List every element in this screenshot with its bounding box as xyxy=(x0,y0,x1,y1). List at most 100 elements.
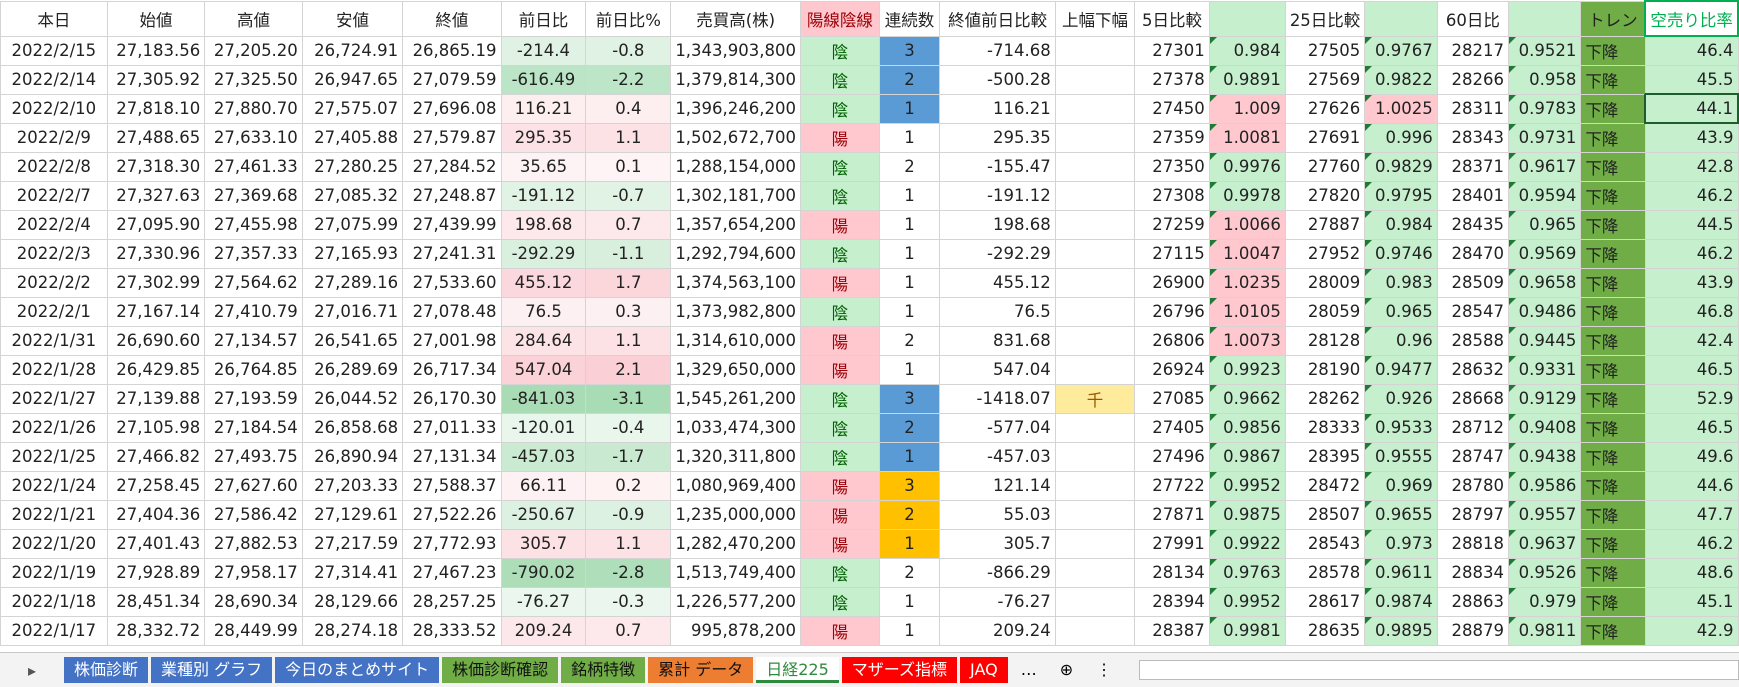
cell[interactable]: 198.68 xyxy=(939,209,1056,240)
cell[interactable]: 陽 xyxy=(800,209,880,240)
cell[interactable]: 27,318.30 xyxy=(106,151,206,182)
cell[interactable]: -250.67 xyxy=(500,499,587,530)
cell[interactable]: 66.11 xyxy=(500,470,587,501)
cell[interactable]: -0.7 xyxy=(585,180,672,211)
cell[interactable]: 121.14 xyxy=(939,470,1056,501)
sheet-tab[interactable]: 累計 データ xyxy=(648,657,754,683)
cell[interactable]: 26,541.65 xyxy=(301,325,404,356)
cell[interactable]: 1.1 xyxy=(585,528,672,559)
cell[interactable] xyxy=(1054,267,1136,298)
cell[interactable]: 27,258.45 xyxy=(106,470,206,501)
cell[interactable]: 2022/1/31 xyxy=(0,325,108,356)
cell[interactable]: 2022/2/14 xyxy=(0,64,108,95)
cell[interactable]: 27450 xyxy=(1134,93,1210,124)
column-header[interactable]: トレン xyxy=(1580,0,1646,37)
cell[interactable]: -866.29 xyxy=(939,557,1056,588)
cell[interactable]: 43.9 xyxy=(1644,267,1739,298)
cell[interactable]: 下降 xyxy=(1580,93,1646,124)
cell[interactable]: 下降 xyxy=(1580,35,1646,66)
cell[interactable]: -0.8 xyxy=(585,35,672,66)
cell[interactable]: 0.9811 xyxy=(1507,615,1582,646)
cell[interactable]: 2022/1/25 xyxy=(0,441,108,472)
cell[interactable]: 0.3 xyxy=(585,296,672,327)
column-header[interactable]: 終値前日比較 xyxy=(939,0,1056,37)
cell[interactable]: 1,314,610,000 xyxy=(670,325,802,356)
cell[interactable]: 0.9521 xyxy=(1507,35,1582,66)
cell[interactable]: 27,241.31 xyxy=(402,238,502,269)
cell[interactable]: 28747 xyxy=(1436,441,1509,472)
cell[interactable]: 1,545,261,200 xyxy=(670,383,802,414)
cell[interactable]: 0.9569 xyxy=(1507,238,1582,269)
cell[interactable]: 27405 xyxy=(1134,412,1210,443)
cell[interactable]: -841.03 xyxy=(500,383,587,414)
cell[interactable] xyxy=(1054,35,1136,66)
cell[interactable]: 0.4 xyxy=(585,93,672,124)
cell[interactable]: 27,880.70 xyxy=(204,93,303,124)
cell[interactable]: 27,280.25 xyxy=(301,151,404,182)
cell[interactable]: 27,183.56 xyxy=(106,35,206,66)
cell[interactable]: 27,467.23 xyxy=(402,557,502,588)
cell[interactable]: 27,357.33 xyxy=(204,238,303,269)
cell[interactable]: 1,379,814,300 xyxy=(670,64,802,95)
cell[interactable]: 0.9978 xyxy=(1208,180,1286,211)
cell[interactable]: 28395 xyxy=(1284,441,1366,472)
cell[interactable]: 2022/2/9 xyxy=(0,122,108,153)
cell[interactable]: 陰 xyxy=(800,180,880,211)
column-header[interactable]: 5日比較 xyxy=(1134,0,1210,37)
cell[interactable]: 0.9783 xyxy=(1507,93,1582,124)
cell[interactable]: 26806 xyxy=(1134,325,1210,356)
column-header[interactable]: 本日 xyxy=(0,0,108,37)
cell[interactable]: 下降 xyxy=(1580,615,1646,646)
cell[interactable]: 27,772.93 xyxy=(402,528,502,559)
cell[interactable]: 76.5 xyxy=(500,296,587,327)
cell[interactable]: 2 xyxy=(878,499,941,530)
cell[interactable]: 28509 xyxy=(1436,267,1509,298)
cell[interactable]: 28547 xyxy=(1436,296,1509,327)
cell[interactable]: 26,724.91 xyxy=(301,35,404,66)
cell[interactable]: 0.979 xyxy=(1507,586,1582,617)
cell[interactable]: 0.9555 xyxy=(1364,441,1438,472)
cell[interactable]: 28879 xyxy=(1436,615,1509,646)
cell[interactable]: -191.12 xyxy=(500,180,587,211)
cell[interactable]: 27115 xyxy=(1134,238,1210,269)
cell[interactable]: 295.35 xyxy=(939,122,1056,153)
cell[interactable]: 2022/2/8 xyxy=(0,151,108,182)
cell[interactable]: 28507 xyxy=(1284,499,1366,530)
cell[interactable]: 26,044.52 xyxy=(301,383,404,414)
cell[interactable]: 28,690.34 xyxy=(204,586,303,617)
cell[interactable]: 2 xyxy=(878,151,941,182)
cell[interactable]: 2022/2/7 xyxy=(0,180,108,211)
column-header[interactable]: 25日比較 xyxy=(1284,0,1366,37)
cell[interactable]: 1,302,181,700 xyxy=(670,180,802,211)
cell[interactable]: 1.0073 xyxy=(1208,325,1286,356)
add-sheet-button[interactable]: ⊕ xyxy=(1059,660,1074,679)
cell[interactable]: 2022/1/20 xyxy=(0,528,108,559)
cell[interactable]: 28387 xyxy=(1134,615,1210,646)
cell[interactable]: 28343 xyxy=(1436,122,1509,153)
cell[interactable]: 1 xyxy=(878,615,941,646)
cell[interactable]: 28,332.72 xyxy=(106,615,206,646)
cell[interactable]: 28472 xyxy=(1284,470,1366,501)
cell[interactable]: 27,439.99 xyxy=(402,209,502,240)
cell[interactable]: 陽 xyxy=(800,499,880,530)
cell[interactable]: 2022/1/27 xyxy=(0,383,108,414)
more-tabs-button[interactable]: … xyxy=(1020,660,1037,679)
cell[interactable]: 27,011.33 xyxy=(402,412,502,443)
cell[interactable]: 46.5 xyxy=(1644,412,1739,443)
cell[interactable]: 0.9952 xyxy=(1208,470,1286,501)
cell[interactable]: 0.9129 xyxy=(1507,383,1582,414)
cell[interactable]: 0.9526 xyxy=(1507,557,1582,588)
cell[interactable]: 1,235,000,000 xyxy=(670,499,802,530)
cell[interactable]: 0.9895 xyxy=(1364,615,1438,646)
cell[interactable]: 27,522.26 xyxy=(402,499,502,530)
cell[interactable]: 0.9867 xyxy=(1208,441,1286,472)
cell[interactable]: 28797 xyxy=(1436,499,1509,530)
cell[interactable]: 27,314.41 xyxy=(301,557,404,588)
cell[interactable]: 1,320,311,800 xyxy=(670,441,802,472)
column-header[interactable]: 上幅下幅 xyxy=(1054,0,1136,37)
cell[interactable]: 455.12 xyxy=(500,267,587,298)
cell[interactable]: 0.983 xyxy=(1364,267,1438,298)
cell[interactable] xyxy=(1054,499,1136,530)
cell[interactable]: 0.9829 xyxy=(1364,151,1438,182)
cell[interactable]: 1,033,474,300 xyxy=(670,412,802,443)
